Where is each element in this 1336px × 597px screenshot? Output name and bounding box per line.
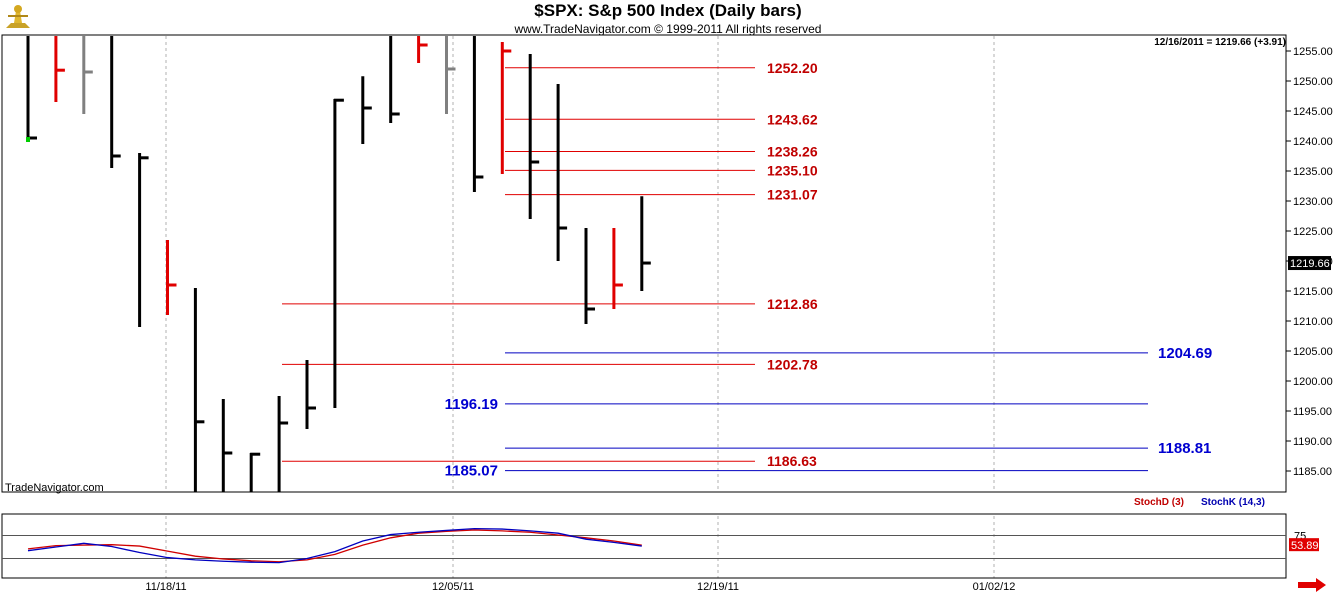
y-tick-label: 1250.00: [1293, 76, 1333, 88]
close-marker: [26, 137, 30, 142]
y-tick-label: 1215.00: [1293, 286, 1333, 298]
stoch-value-label: 53.89: [1291, 540, 1319, 552]
y-tick-label: 1200.00: [1293, 376, 1333, 388]
level-label: 1231.07: [767, 187, 818, 203]
last-price-label: 1219.66: [1290, 258, 1330, 270]
gridlines: [1, 34, 1287, 579]
y-tick-label: 1190.00: [1293, 436, 1332, 448]
stochd-line: [27, 529, 642, 563]
indicator-border: [1, 513, 1287, 579]
stochd-legend: StochD (3): [1134, 497, 1184, 508]
level-label: 1185.07: [445, 463, 498, 480]
level-label: 1188.81: [1158, 440, 1211, 457]
price-axis: 1185.00 1190.00 1195.00 1200.00 1205.00 1210.…: [1286, 46, 1333, 478]
stochk-legend: StochK (14,3): [1201, 497, 1265, 508]
x-tick-label: 01/02/12: [973, 581, 1016, 593]
level-label: 1235.10: [767, 162, 818, 178]
last-bar-info: 12/16/2011 = 1219.66 (+3.91): [1154, 37, 1286, 48]
level-label: 1204.69: [1158, 345, 1212, 362]
plot-border: [1, 34, 1287, 493]
y-tick-label: 1205.00: [1293, 346, 1333, 358]
level-label: 1202.78: [767, 356, 818, 372]
stoch-value-box: [1289, 538, 1319, 552]
level-label: 1238.26: [767, 143, 818, 159]
y-tick-label: 1210.00: [1293, 316, 1333, 328]
y-tick-label: 1255.00: [1293, 46, 1333, 58]
level-label: 1212.86: [767, 296, 818, 312]
y-tick-label: 1235.00: [1293, 166, 1333, 178]
last-price-box: [1288, 256, 1331, 271]
copyright-text: www.TradeNavigator.com © 1999-2011 All r…: [514, 22, 822, 36]
price-bars: [26, 36, 651, 492]
stochk-line: [27, 527, 642, 564]
y-tick-label: 1225.00: [1293, 226, 1333, 238]
chart-title: $SPX: S&p 500 Index (Daily bars): [534, 1, 802, 20]
level-label: 1252.20: [767, 60, 818, 76]
y-tick-label: 1230.00: [1293, 196, 1333, 208]
level-label: 1243.62: [767, 111, 818, 127]
trade-navigator-logo-icon: [3, 2, 33, 37]
y-tick-label: 1185.00: [1293, 466, 1332, 478]
x-tick-label: 12/05/11: [432, 581, 474, 593]
brand-label: TradeNavigator.com: [5, 482, 104, 494]
level-label: 1186.63: [767, 453, 817, 469]
date-axis: 11/18/11 12/05/11 12/19/11 01/02/12: [145, 581, 1015, 593]
level-label: 1196.19: [445, 396, 498, 413]
x-tick-label: 12/19/11: [697, 581, 739, 593]
y-tick-label: 1195.00: [1293, 406, 1332, 418]
x-tick-label: 11/18/11: [145, 581, 186, 593]
y-tick-label: 1240.00: [1293, 136, 1333, 148]
y-tick-label: 1245.00: [1293, 106, 1333, 118]
level-lines: [282, 67, 1148, 472]
scroll-right-arrow-icon[interactable]: [1298, 578, 1328, 597]
